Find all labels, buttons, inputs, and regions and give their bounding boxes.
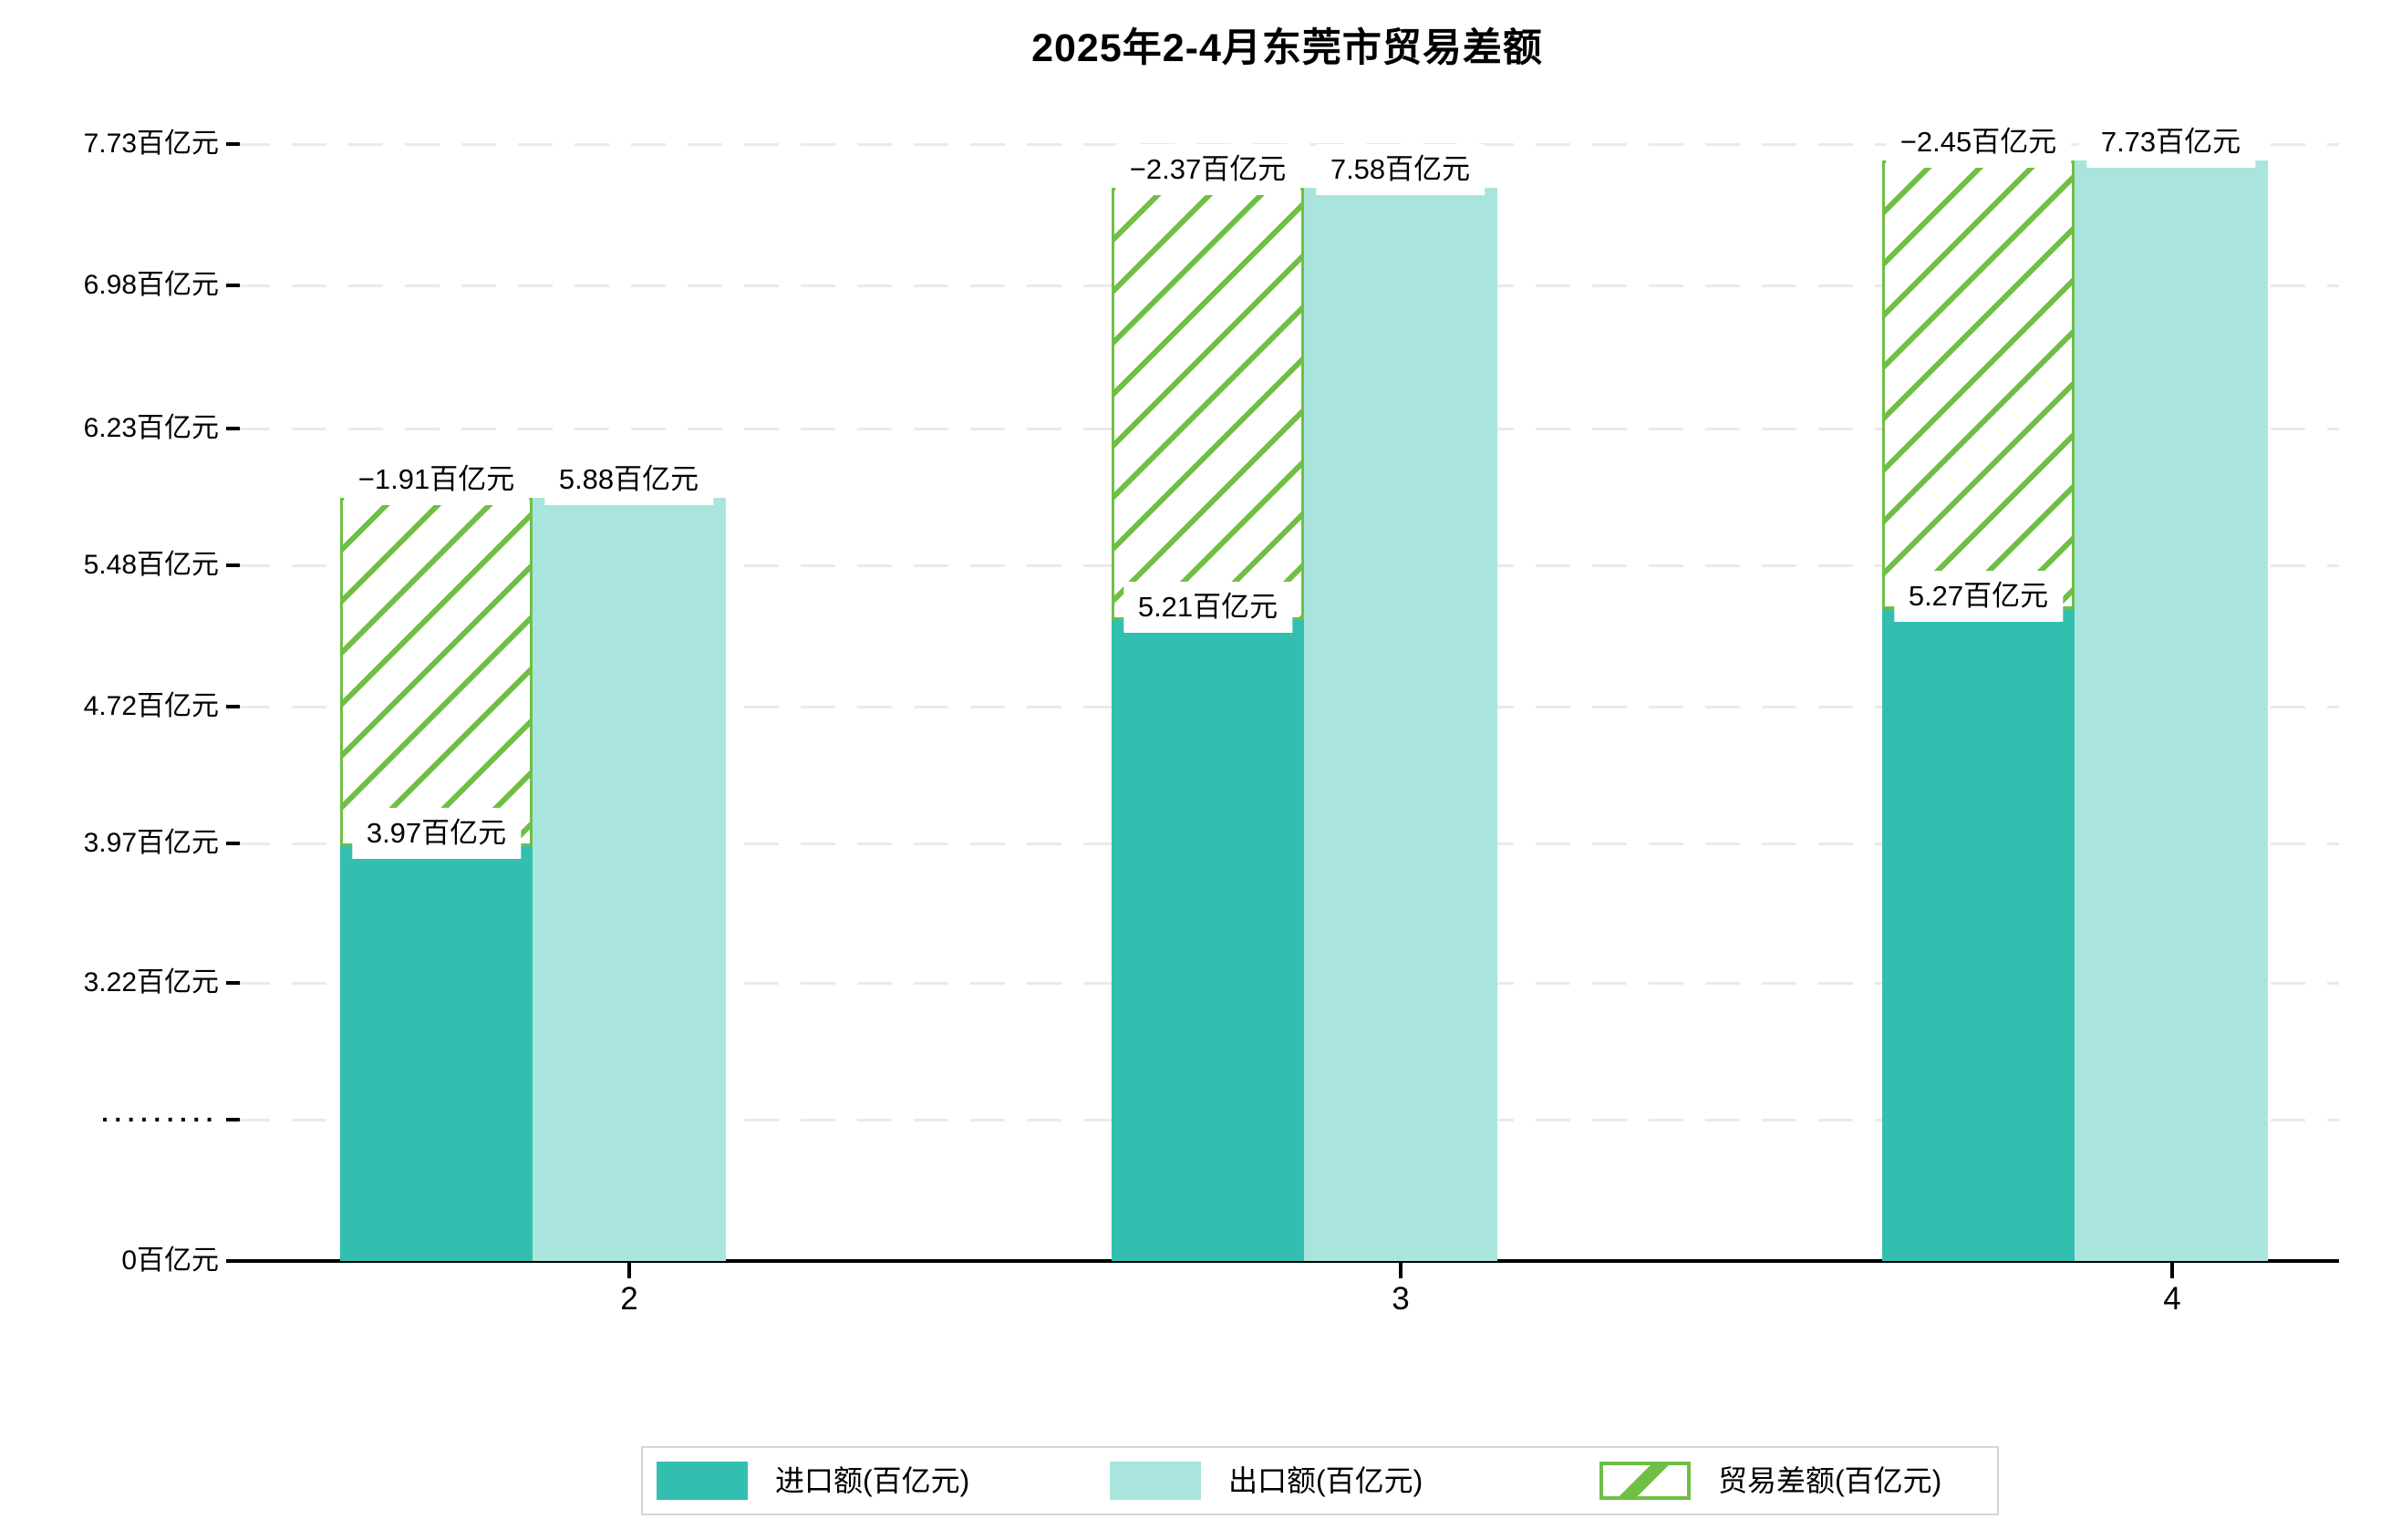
label-export-month-3: 7.58百亿元 <box>1315 144 1485 195</box>
bar-diff-month-4 <box>1882 160 2075 609</box>
x-tick-mark <box>627 1263 631 1278</box>
x-tick-mark <box>2170 1263 2174 1278</box>
label-export-month-4: 7.73百亿元 <box>2086 117 2256 168</box>
y-tick-label: 4.72百亿元 <box>83 691 219 721</box>
legend-label-import: 进口额(百亿元) <box>775 1464 970 1497</box>
y-tick-label: 0百亿元 <box>121 1245 219 1276</box>
y-tick-label: 5.48百亿元 <box>83 550 219 580</box>
bar-export-month-3 <box>1304 188 1497 1261</box>
y-tick-mark <box>226 284 240 287</box>
label-diff-month-3: −2.37百亿元 <box>1114 144 1301 195</box>
label-diff-month-2: −1.91百亿元 <box>343 454 530 505</box>
bar-import-month-4 <box>1882 609 2075 1261</box>
legend-swatch-export <box>1110 1462 1201 1500</box>
y-tick-mark <box>226 842 240 845</box>
bar-export-month-4 <box>2075 160 2268 1261</box>
y-tick-mark <box>226 981 240 985</box>
y-tick-label: 6.98百亿元 <box>83 270 219 300</box>
y-tick-mark <box>226 563 240 567</box>
label-import-month-3: 5.21百亿元 <box>1123 582 1293 633</box>
bar-import-month-3 <box>1112 620 1304 1261</box>
legend-swatch-import <box>657 1462 748 1500</box>
y-tick-label: 3.97百亿元 <box>83 828 219 858</box>
y-tick-mark <box>226 1259 240 1263</box>
bar-export-month-2 <box>533 498 726 1261</box>
y-tick-mark <box>226 427 240 430</box>
label-diff-month-4: −2.45百亿元 <box>1885 117 2072 168</box>
label-import-month-2: 3.97百亿元 <box>351 808 522 859</box>
label-export-month-2: 5.88百亿元 <box>543 454 714 505</box>
y-tick-mark <box>226 705 240 708</box>
y-tick-label: ········· <box>101 1105 219 1133</box>
x-tick-label: 3 <box>1392 1281 1410 1317</box>
legend: 进口额(百亿元) 出口额(百亿元) 贸易差额(百亿元) <box>641 1446 1999 1515</box>
x-axis-line <box>235 1259 2339 1263</box>
x-tick-label: 4 <box>2163 1281 2181 1317</box>
chart-title: 2025年2-4月东莞市贸易差额 <box>1031 26 1543 70</box>
label-import-month-4: 5.27百亿元 <box>1893 571 2064 622</box>
y-tick-mark <box>226 1118 240 1121</box>
bar-diff-month-3 <box>1112 188 1304 620</box>
legend-label-export: 出口额(百亿元) <box>1228 1464 1423 1497</box>
x-tick-label: 2 <box>620 1281 638 1317</box>
x-tick-mark <box>1399 1263 1403 1278</box>
bar-import-month-2 <box>340 846 533 1261</box>
y-tick-label: 6.23百亿元 <box>83 413 219 443</box>
legend-label-diff: 贸易差额(百亿元) <box>1718 1464 1942 1497</box>
y-tick-label: 7.73百亿元 <box>83 129 219 159</box>
bar-diff-month-2 <box>340 498 533 846</box>
y-tick-label: 3.22百亿元 <box>83 967 219 997</box>
legend-swatch-diff <box>1599 1462 1691 1500</box>
y-tick-mark <box>226 142 240 146</box>
